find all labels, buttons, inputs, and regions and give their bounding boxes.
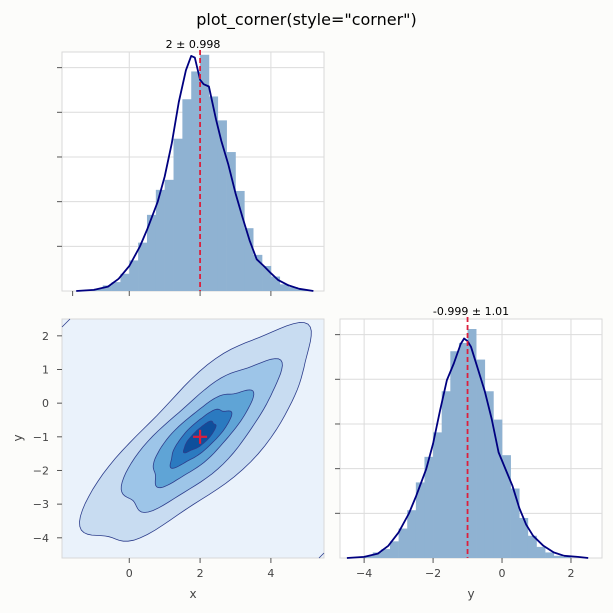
y-marginal-bar-5: [389, 541, 399, 558]
y-marginal-bar-12: [450, 351, 460, 558]
joint-corner-tl: [61, 318, 71, 328]
y-marginal-xtick-label-0: −4: [356, 567, 372, 580]
x-marginal-bar-10: [164, 179, 174, 291]
joint-xtick-label-2: 4: [267, 567, 274, 580]
x-marginal-bar-2: [93, 288, 104, 291]
x-marginal-bar-19: [244, 228, 254, 291]
y-marginal-bar-24: [553, 555, 563, 558]
y-marginal-bar-19: [510, 488, 520, 558]
y-marginal-bar-21: [527, 535, 537, 558]
x-marginal-bar-16: [217, 120, 227, 292]
y-marginal-x-axis-label: y: [467, 587, 474, 601]
joint-contours: [79, 322, 312, 542]
y-marginal-bar-4: [381, 549, 391, 558]
y-marginal-bar-25: [562, 556, 572, 558]
y-marginal-bar-18: [502, 455, 511, 558]
joint-x-axis-label: x: [189, 587, 196, 601]
x-marginal-bar-7: [138, 242, 148, 291]
joint-y-axis-label: y: [11, 434, 25, 441]
x-marginal-bar-18: [235, 190, 245, 291]
x-marginal-bar-25: [297, 289, 307, 291]
y-marginal-bar-10: [433, 432, 442, 558]
joint-ytick-label-6: 2: [42, 330, 49, 343]
joint-ytick-label-3: −1: [33, 431, 49, 444]
y-marginal-bar-11: [441, 391, 451, 558]
x-marginal-bar-12: [182, 99, 192, 291]
y-marginal-bar-20: [519, 517, 529, 558]
x-marginal-panel: [57, 50, 325, 296]
y-marginal-bar-16: [484, 391, 494, 558]
y-marginal-xtick-label-3: 2: [567, 567, 574, 580]
y-marginal-kde-line: [346, 337, 589, 559]
joint-ytick-label-2: −2: [33, 464, 49, 477]
y-marginal-title: -0.999 ± 1.01: [433, 305, 509, 318]
x-marginal-bars: [85, 54, 307, 292]
y-marginal-bar-8: [415, 482, 425, 558]
joint-xtick-label-1: 2: [197, 567, 204, 580]
x-marginal-bar-9: [155, 189, 165, 291]
x-marginal-bar-6: [129, 260, 139, 291]
x-marginal-bar-5: [120, 273, 130, 291]
y-marginal-bar-23: [545, 552, 555, 558]
x-marginal-bar-21: [262, 265, 272, 291]
joint-ytick-label-1: −3: [33, 498, 49, 511]
x-marginal-bar-22: [270, 276, 281, 291]
joint-panel: 0 2 4 −4 −3 −2 −1 0 1 2: [33, 318, 325, 580]
x-marginal-bar-24: [288, 287, 298, 291]
x-marginal-bar-17: [226, 152, 236, 291]
y-marginal-bar-22: [536, 546, 546, 558]
x-marginal-bar-23: [279, 284, 289, 291]
x-marginal-title: 2 ± 0.998: [166, 38, 221, 51]
x-marginal-bar-20: [253, 254, 263, 291]
y-marginal-bar-15: [476, 359, 486, 558]
x-marginal-kde-line: [76, 55, 314, 292]
y-marginal-bar-7: [407, 510, 417, 558]
joint-ytick-label-5: 1: [42, 363, 49, 376]
figure-title: plot_corner(style="corner"): [196, 10, 417, 30]
y-marginal-bar-13: [458, 342, 468, 558]
y-marginal-bars: [355, 329, 572, 558]
joint-ytick-label-4: 0: [42, 397, 49, 410]
x-marginal-bar-14: [200, 54, 210, 291]
x-marginal-bar-13: [191, 71, 201, 291]
y-marginal-xtick-label-1: −2: [425, 567, 441, 580]
x-marginal-bar-15: [208, 96, 219, 291]
y-marginal-xtick-label-2: 0: [499, 567, 506, 580]
y-marginal-bar-3: [372, 552, 382, 558]
y-marginal-panel: −4 −2 0 2: [335, 317, 603, 580]
y-marginal-bar-9: [424, 456, 434, 558]
x-marginal-bar-3: [102, 285, 112, 291]
joint-ytick-label-0: −4: [33, 532, 49, 545]
y-marginal-bar-14: [467, 329, 477, 558]
y-marginal-bar-17: [493, 419, 503, 558]
x-marginal-bar-4: [111, 282, 121, 291]
y-marginal-bar-6: [398, 528, 408, 558]
x-marginal-bar-11: [173, 138, 183, 291]
y-marginal-bar-2: [364, 555, 374, 558]
joint-corner-br: [318, 552, 325, 559]
joint-xtick-label-0: 0: [126, 567, 133, 580]
x-marginal-bar-8: [146, 214, 157, 291]
